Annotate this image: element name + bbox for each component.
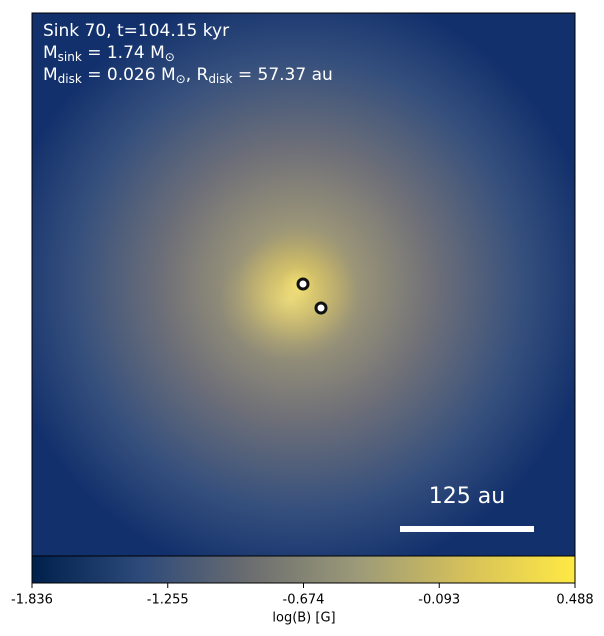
colorbar-axis: -1.836 -1.255 -0.674 -0.093 0.488 [11,583,594,608]
text-segment: M [43,65,58,85]
tick-label: 0.488 [556,593,593,608]
colorbar-label: log(B) [G] [272,611,335,626]
tick-label: -1.836 [11,593,53,608]
subscript: ⊙ [165,50,175,64]
subscript: sink [58,50,82,64]
colorbar [31,555,576,584]
text-segment: Sink 70, t=104.15 kyr [43,21,229,41]
subscript: disk [58,72,82,86]
text-segment: , R [186,65,209,85]
annotation-line: Msink = 1.74 M⊙ [43,43,175,64]
disk-glow [220,240,360,360]
scale-bar-label: 125 au [429,484,505,509]
text-segment: = 0.026 M [82,65,176,85]
annotation-line: Mdisk = 0.026 M⊙, Rdisk = 57.37 au [43,65,333,86]
tick-label: -0.674 [283,593,325,608]
tick-label: -1.255 [147,593,189,608]
subscript: ⊙ [176,72,186,86]
sink [296,277,310,291]
subscript: disk [208,72,232,86]
scale-bar [400,526,534,532]
annotation-line: Sink 70, t=104.15 kyr [43,21,229,41]
text-segment: M [43,43,58,63]
tick-label: -0.093 [418,593,460,608]
text-segment: = 1.74 M [82,43,165,63]
sink [314,301,328,315]
text-segment: = 57.37 au [232,65,332,85]
